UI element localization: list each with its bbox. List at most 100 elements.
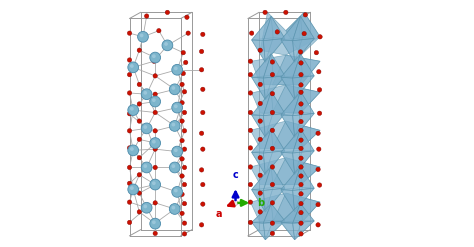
Polygon shape: [252, 166, 271, 190]
Circle shape: [140, 34, 144, 37]
Polygon shape: [281, 16, 302, 40]
Circle shape: [152, 54, 156, 58]
Circle shape: [299, 192, 303, 196]
Polygon shape: [292, 188, 314, 212]
Circle shape: [233, 200, 238, 205]
Circle shape: [152, 181, 156, 185]
Circle shape: [275, 30, 280, 34]
Polygon shape: [264, 129, 285, 153]
Circle shape: [316, 131, 320, 135]
Polygon shape: [271, 129, 285, 151]
Polygon shape: [252, 54, 271, 78]
Polygon shape: [281, 204, 302, 222]
Polygon shape: [250, 158, 320, 185]
Polygon shape: [265, 150, 285, 175]
Circle shape: [128, 62, 138, 73]
Circle shape: [318, 35, 322, 39]
Circle shape: [128, 129, 132, 133]
Polygon shape: [295, 150, 314, 175]
Circle shape: [270, 128, 274, 133]
Circle shape: [130, 64, 134, 68]
Polygon shape: [252, 115, 265, 137]
Polygon shape: [264, 91, 285, 116]
Circle shape: [182, 165, 187, 170]
Circle shape: [258, 156, 263, 160]
Circle shape: [317, 69, 321, 74]
Text: b: b: [257, 198, 264, 208]
Circle shape: [249, 31, 254, 35]
Polygon shape: [271, 54, 285, 76]
Circle shape: [172, 123, 175, 126]
Circle shape: [270, 165, 274, 169]
Circle shape: [152, 59, 156, 63]
Polygon shape: [281, 75, 302, 100]
Circle shape: [169, 162, 180, 173]
Circle shape: [137, 82, 142, 87]
Polygon shape: [281, 129, 301, 153]
Circle shape: [182, 201, 187, 206]
Circle shape: [299, 119, 303, 124]
Circle shape: [150, 179, 161, 190]
Circle shape: [182, 232, 187, 236]
Circle shape: [258, 48, 263, 52]
Polygon shape: [265, 113, 285, 137]
Polygon shape: [292, 39, 314, 62]
Circle shape: [128, 220, 132, 225]
Circle shape: [153, 231, 157, 236]
Circle shape: [200, 68, 204, 72]
Polygon shape: [292, 16, 314, 41]
Circle shape: [144, 205, 147, 208]
Circle shape: [180, 138, 184, 143]
Circle shape: [200, 49, 204, 54]
Circle shape: [182, 129, 187, 133]
Polygon shape: [265, 38, 285, 62]
Circle shape: [180, 101, 184, 105]
Polygon shape: [264, 113, 285, 137]
Circle shape: [137, 31, 148, 42]
Circle shape: [182, 182, 187, 187]
Circle shape: [299, 72, 303, 77]
Polygon shape: [281, 91, 301, 116]
Circle shape: [128, 72, 132, 77]
Polygon shape: [252, 152, 265, 175]
Circle shape: [180, 211, 184, 216]
Circle shape: [314, 50, 319, 55]
Polygon shape: [292, 204, 314, 223]
Circle shape: [137, 173, 142, 177]
Circle shape: [153, 74, 157, 78]
Circle shape: [128, 184, 138, 195]
Polygon shape: [295, 187, 314, 212]
Circle shape: [128, 31, 132, 35]
Circle shape: [162, 40, 173, 51]
Polygon shape: [273, 55, 320, 85]
Polygon shape: [252, 150, 273, 175]
Circle shape: [137, 119, 142, 123]
Polygon shape: [252, 40, 265, 62]
Polygon shape: [281, 113, 302, 137]
Circle shape: [258, 101, 263, 106]
Circle shape: [128, 112, 132, 116]
Circle shape: [128, 200, 132, 204]
Circle shape: [299, 83, 303, 87]
Circle shape: [299, 146, 303, 151]
Polygon shape: [252, 75, 273, 100]
Polygon shape: [281, 152, 295, 175]
Polygon shape: [281, 91, 302, 115]
Polygon shape: [295, 75, 314, 100]
Circle shape: [152, 220, 156, 224]
Polygon shape: [264, 16, 285, 41]
Circle shape: [270, 110, 274, 115]
Circle shape: [128, 58, 132, 62]
Circle shape: [172, 86, 175, 90]
Polygon shape: [292, 91, 314, 116]
Polygon shape: [264, 221, 285, 240]
Polygon shape: [281, 190, 295, 212]
Polygon shape: [271, 166, 285, 188]
Polygon shape: [281, 129, 302, 152]
Circle shape: [299, 201, 303, 206]
Circle shape: [182, 90, 187, 94]
Circle shape: [174, 66, 178, 70]
Circle shape: [248, 165, 253, 169]
Circle shape: [153, 129, 157, 133]
Polygon shape: [252, 204, 273, 222]
